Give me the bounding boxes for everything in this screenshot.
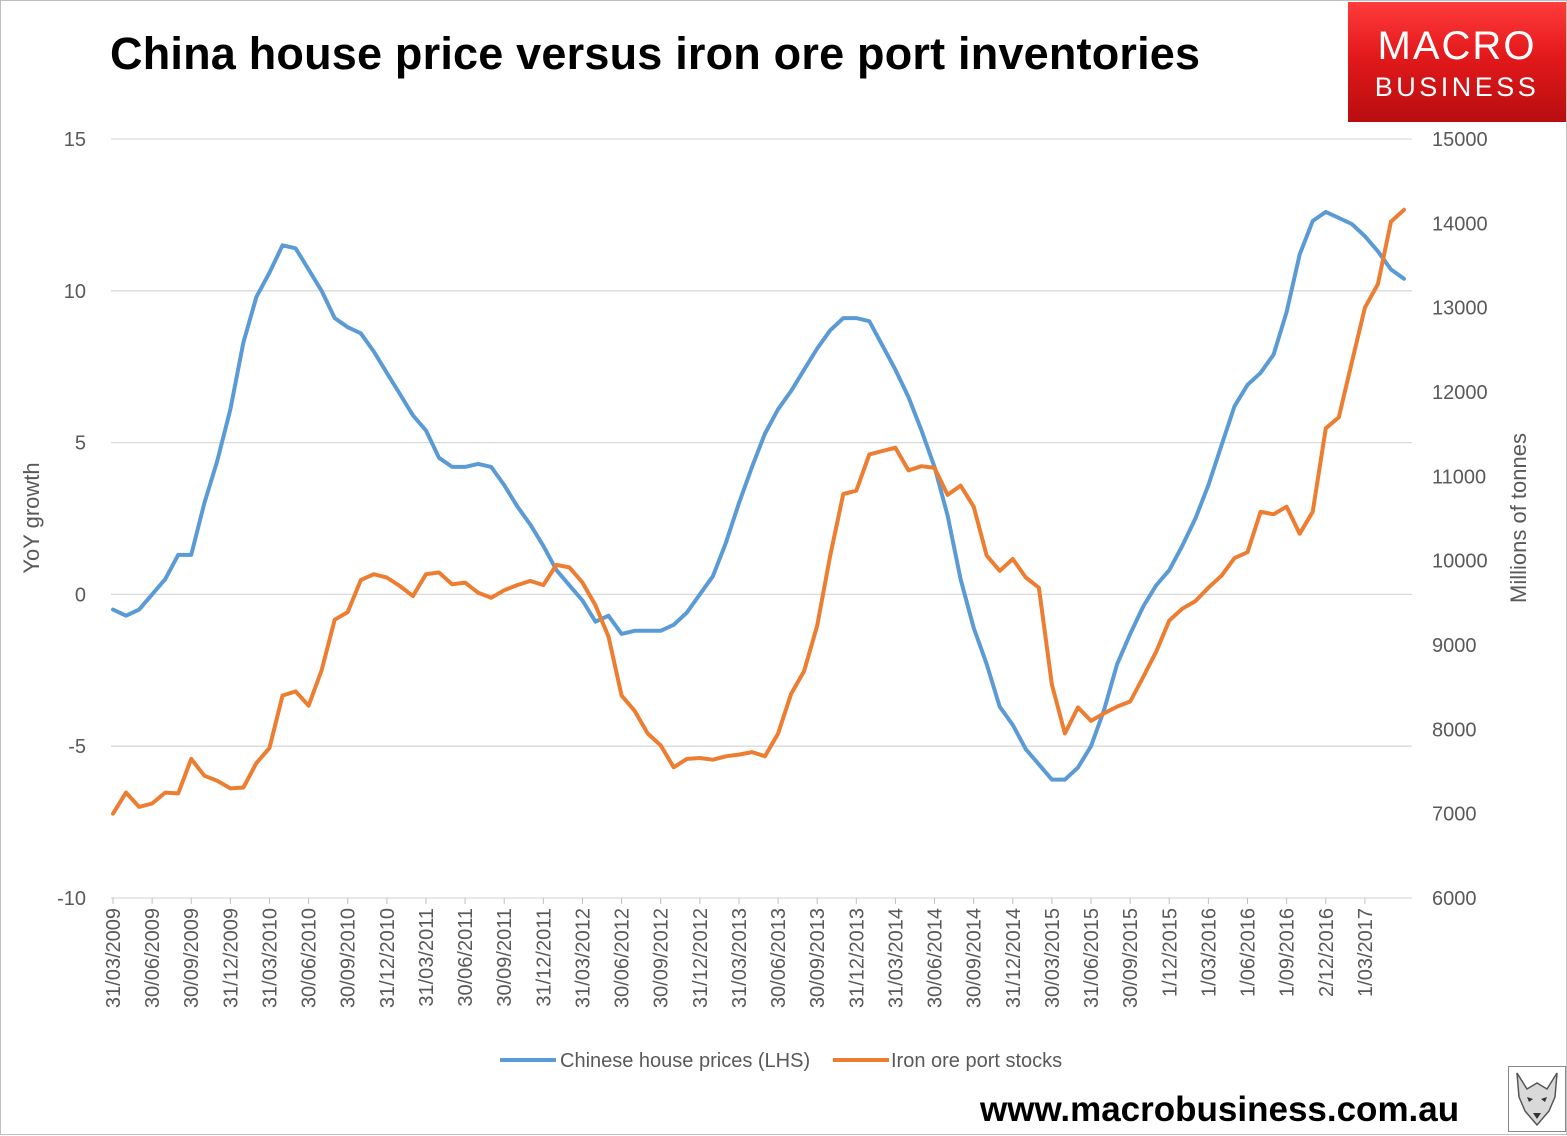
left-tick-label: -10	[57, 888, 86, 910]
x-tick-label: 31/12/2009	[220, 908, 242, 1008]
x-tick-label: 31/03/2014	[885, 908, 907, 1008]
x-tick-label: 30/09/2012	[651, 908, 673, 1008]
right-tick-label: 10000	[1432, 551, 1488, 573]
left-tick-label: 10	[64, 281, 86, 303]
x-tick-label: 30/09/2011	[494, 908, 516, 1007]
x-tick-label: 1/06/2016	[1238, 908, 1260, 997]
x-tick-label: 31/12/2010	[377, 908, 399, 1008]
x-tick-label: 30/09/2010	[338, 908, 360, 1008]
x-tick-label: 30/09/2014	[964, 908, 986, 1008]
macrobusiness-logo: MACRO BUSINESS	[1348, 2, 1566, 122]
legend-label-iron-ore: Iron ore port stocks	[891, 1050, 1062, 1072]
x-tick-label: 1/03/2017	[1355, 908, 1377, 997]
x-tick-label: 30/09/2015	[1120, 908, 1142, 1008]
logo-line-1: MACRO	[1377, 24, 1537, 68]
x-tick-label: 31/12/2012	[690, 908, 712, 1008]
x-tick-label: 1/03/2016	[1198, 908, 1220, 997]
logo-line-2: BUSINESS	[1374, 72, 1540, 102]
y-axis-label: YoY growth	[19, 462, 44, 573]
left-tick-label: 0	[75, 584, 86, 606]
x-tick-label: 30/09/2009	[181, 908, 203, 1008]
left-tick-label: 5	[75, 433, 86, 455]
right-tick-label: 13000	[1432, 298, 1488, 320]
series-line-iron-ore	[111, 207, 1406, 816]
x-tick-label: 30/06/2009	[142, 908, 164, 1008]
x-tick-label: 30/03/2015	[1042, 908, 1064, 1008]
x-tick-label: 31/03/2012	[572, 908, 594, 1008]
right-tick-label: 15000	[1432, 129, 1488, 151]
x-tick-label: 30/06/2014	[925, 908, 947, 1008]
x-tick-label: 31/12/2014	[1003, 908, 1025, 1008]
right-tick-label: 7000	[1432, 804, 1477, 826]
x-tick-label: 31/06/2015	[1081, 908, 1103, 1008]
x-tick-label: 30/06/2010	[299, 908, 321, 1008]
x-tick-label: 30/06/2012	[612, 908, 634, 1008]
y2-axis-label: Millions of tonnes	[1506, 433, 1531, 603]
right-axis-ticks: 6000 7000 8000 9000 10000 11000 12000 13000 1400…	[1432, 129, 1488, 910]
x-tick-label: 30/06/2011	[455, 908, 477, 1007]
wolf-logo-icon	[1508, 1066, 1566, 1132]
series-line-house-prices	[111, 209, 1406, 782]
gridlines	[111, 138, 1412, 899]
x-tick-label: 31/03/2010	[259, 908, 281, 1008]
legend: Chinese house prices (LHS) Iron ore port…	[500, 1050, 1062, 1072]
left-axis-ticks: -10 -5 0 5 10 15	[57, 129, 86, 910]
x-tick-label: 31/03/2013	[729, 908, 751, 1008]
right-tick-label: 8000	[1432, 719, 1477, 741]
x-tick-label: 31/03/2011	[416, 908, 438, 1007]
right-tick-label: 9000	[1432, 635, 1477, 657]
x-tick-label: 31/03/2009	[103, 908, 125, 1008]
x-tick-label: 2/12/2016	[1316, 908, 1338, 997]
x-tick-label: 30/06/2013	[768, 908, 790, 1008]
website-url: www.macrobusiness.com.au	[980, 1090, 1460, 1129]
right-tick-label: 14000	[1432, 213, 1488, 235]
x-tick-label: 1/09/2016	[1277, 908, 1299, 997]
x-tick-label: 31/12/2011	[533, 908, 555, 1007]
right-tick-label: 11000	[1432, 466, 1486, 488]
right-tick-label: 6000	[1432, 888, 1477, 910]
x-tick-label: 1/12/2015	[1159, 908, 1181, 997]
legend-label-house-prices: Chinese house prices (LHS)	[560, 1050, 810, 1072]
left-tick-label: 15	[64, 129, 86, 151]
x-tick-label: 30/09/2013	[807, 908, 829, 1008]
chart-title: China house price versus iron ore port i…	[110, 28, 1201, 79]
left-tick-label: -5	[68, 736, 86, 758]
right-tick-label: 12000	[1432, 382, 1488, 404]
x-axis-ticks: 31/03/2009 30/06/2009 30/09/2009 31/12/2009…	[103, 898, 1377, 1008]
series-lines	[111, 207, 1406, 816]
x-tick-label: 31/12/2013	[846, 908, 868, 1008]
